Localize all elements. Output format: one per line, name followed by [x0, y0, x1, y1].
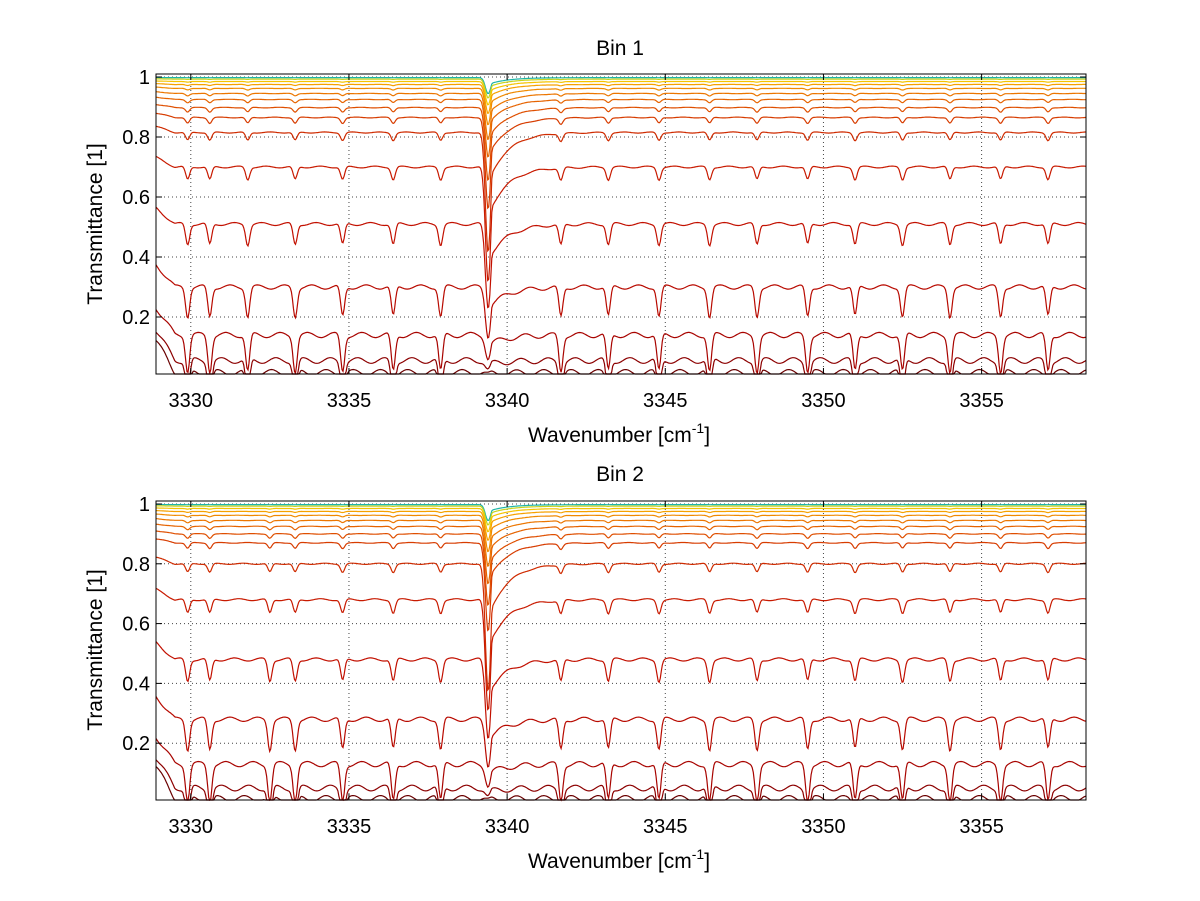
y-tick-label: 0.4 — [122, 247, 150, 269]
series-line — [155, 155, 1087, 282]
x-tick-label: 3345 — [643, 816, 688, 838]
x-axis-label-main: Wavenumber [cm — [528, 850, 692, 873]
y-tick-label: 0.6 — [122, 187, 150, 209]
y-axis-label: Transmittance [1] — [84, 569, 107, 730]
series-line — [155, 309, 1087, 375]
series-group — [155, 503, 1087, 802]
x-axis-label: Wavenumber [cm-1] — [528, 420, 710, 447]
plot-frame — [155, 500, 1087, 801]
series-line — [155, 538, 1087, 632]
series-line — [156, 78, 1086, 99]
y-tick-label: 0.8 — [122, 554, 150, 576]
series-line — [155, 641, 1087, 739]
x-tick-label: 3355 — [959, 390, 1004, 412]
series-line — [155, 523, 1086, 585]
series-line — [156, 505, 1086, 526]
x-tick-label: 3335 — [327, 390, 372, 412]
series-line — [155, 696, 1087, 768]
series-line — [155, 738, 1087, 802]
series-line — [156, 510, 1086, 541]
x-tick-label: 3335 — [327, 816, 372, 838]
y-tick-label: 1 — [139, 494, 150, 516]
x-tick-label: 3345 — [643, 390, 688, 412]
series-line — [155, 112, 1087, 210]
series-group — [155, 76, 1087, 375]
x-axis-label-superscript: -1 — [692, 420, 705, 436]
x-axis-label-main: Wavenumber [cm — [528, 424, 692, 447]
x-tick-label: 3355 — [959, 816, 1004, 838]
y-tick-label: 0.6 — [122, 614, 150, 636]
y-tick-label: 0.2 — [122, 733, 150, 755]
y-axis-label: Transmittance [1] — [84, 143, 107, 304]
plot-frame — [155, 73, 1087, 375]
series-line — [155, 759, 1087, 801]
chart-bin-1: Bin 1 3330 3335 3340 3345 3350 3355 0.2 0.4 0.6 0… — [84, 37, 1087, 447]
series-line — [155, 91, 1087, 141]
y-tick-label: 0.4 — [122, 673, 150, 695]
x-tick-label: 3330 — [169, 390, 214, 412]
series-line — [156, 76, 1086, 95]
series-line — [155, 331, 1087, 375]
y-tick-label: 0.8 — [122, 127, 150, 149]
series-line — [155, 125, 1086, 253]
tick-labels: 3330 3335 3340 3345 3350 3355 0.2 0.4 0.6 0.8 1 — [122, 494, 1086, 838]
series-line — [155, 264, 1087, 339]
x-tick-label: 3330 — [169, 816, 214, 838]
x-axis-label-end: ] — [704, 850, 710, 873]
series-line — [155, 206, 1087, 309]
series-line — [155, 104, 1086, 182]
series-line — [156, 80, 1086, 106]
series-line — [155, 556, 1087, 692]
x-tick-label: 3340 — [485, 390, 530, 412]
series-line — [155, 96, 1086, 158]
x-tick-label: 3350 — [801, 390, 846, 412]
series-line — [155, 530, 1086, 606]
x-axis-label: Wavenumber [cm-1] — [528, 846, 710, 873]
series-line — [156, 503, 1086, 522]
series-line — [155, 518, 1086, 567]
chart-bin-2: Bin 2 3330 3335 3340 3345 3350 3355 0.2 0.4 0.6 0… — [84, 463, 1087, 873]
tick-labels: 3330 3335 3340 3345 3350 3355 0.2 0.4 0.6 0.8 1 — [122, 67, 1086, 412]
series-line — [155, 83, 1086, 115]
series-line — [155, 587, 1087, 711]
y-tick-label: 0.2 — [122, 307, 150, 329]
series-line — [155, 513, 1086, 553]
chart-title: Bin 1 — [596, 37, 644, 60]
x-tick-label: 3350 — [801, 816, 846, 838]
grid — [156, 501, 1086, 800]
x-axis-label-superscript: -1 — [692, 846, 705, 862]
chart-title: Bin 2 — [596, 463, 644, 486]
x-axis-label-end: ] — [704, 424, 710, 447]
series-line — [156, 86, 1086, 126]
series-line — [156, 507, 1087, 533]
y-tick-label: 1 — [139, 67, 150, 89]
x-tick-label: 3340 — [485, 816, 530, 838]
